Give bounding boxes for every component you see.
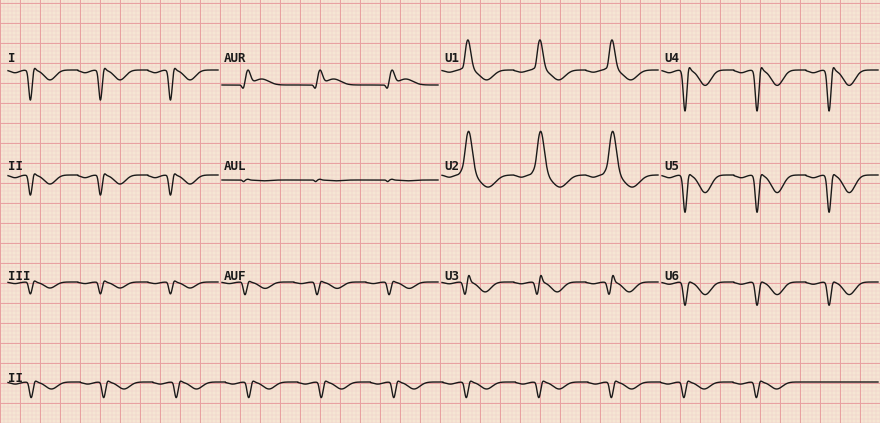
Text: I: I [8,52,16,65]
Text: U2: U2 [444,160,459,173]
Text: U6: U6 [664,270,679,283]
Text: U5: U5 [664,160,679,173]
Text: AUF: AUF [224,270,246,283]
Text: U4: U4 [664,52,679,65]
Text: III: III [8,270,31,283]
Text: AUL: AUL [224,160,246,173]
Text: U3: U3 [444,270,459,283]
Text: AUR: AUR [224,52,246,65]
Text: II: II [8,372,23,385]
Text: II: II [8,160,23,173]
Text: U1: U1 [444,52,459,65]
